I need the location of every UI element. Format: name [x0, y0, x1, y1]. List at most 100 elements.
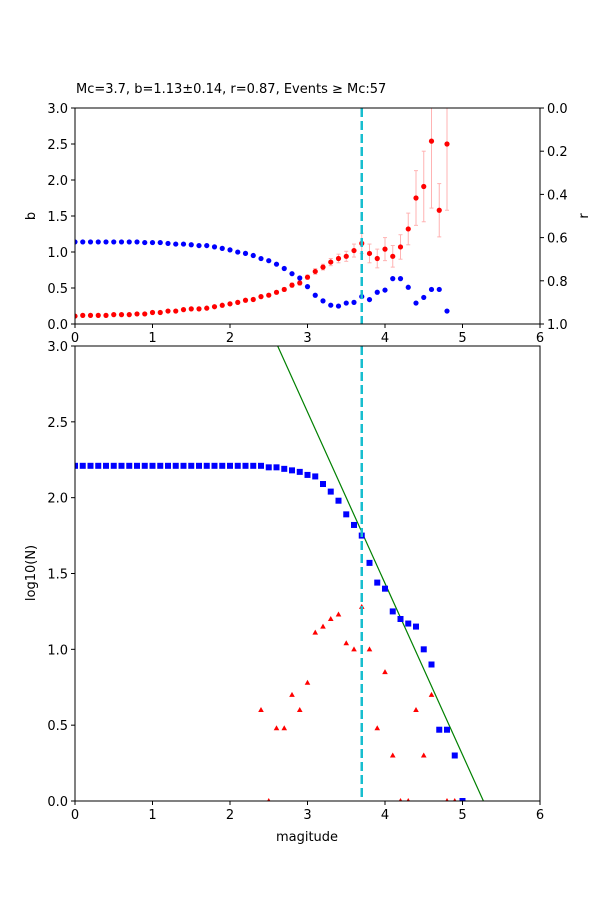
bottom-ytick-label: 0.0 [47, 795, 68, 810]
cumulative-point [95, 462, 102, 469]
cumulative-point [149, 462, 156, 469]
r-value-point [312, 292, 318, 298]
r-value-point [297, 275, 303, 281]
r-value-point [273, 261, 280, 267]
top-ytick-label: 0.5 [47, 282, 68, 297]
top-ytick-label: 2.5 [47, 138, 68, 153]
cumulative-point [281, 465, 288, 472]
top-xtick-label: 1 [148, 331, 156, 346]
fit-line [277, 346, 485, 801]
cumulative-point [165, 462, 171, 469]
r-value-point [149, 239, 156, 246]
cumulative-point [180, 462, 187, 469]
bottom-xtick-label: 1 [148, 808, 156, 823]
r-value-point [382, 287, 388, 293]
non-cumulative-point [312, 629, 319, 635]
top-ytick-right-label: 0.0 [547, 102, 568, 117]
non-cumulative-point [374, 725, 381, 731]
r-value-point [87, 239, 94, 245]
cumulative-point [444, 726, 450, 733]
cumulative-point [141, 462, 148, 469]
cumulative-point [103, 462, 109, 469]
cumulative-point [289, 467, 295, 474]
r-value-point [219, 245, 225, 251]
r-value-point [165, 240, 171, 247]
r-value-point [95, 239, 101, 245]
r-value-point [351, 299, 357, 305]
b-value-point [149, 309, 156, 316]
r-value-point [126, 239, 132, 245]
cumulative-point [227, 462, 233, 469]
top-ytick-label: 3.0 [47, 102, 68, 117]
r-value-point [235, 249, 241, 255]
r-value-point [335, 303, 342, 309]
b-value-point [227, 301, 233, 307]
r-value-point [211, 244, 218, 250]
b-value-point [351, 247, 357, 254]
top-ytick-right-label: 0.4 [547, 188, 568, 203]
cumulative-point [374, 579, 381, 586]
r-value-point [289, 271, 295, 277]
r-value-point [444, 308, 450, 314]
r-value-point [428, 286, 435, 293]
b-value-point [103, 312, 109, 318]
r-value-point [328, 302, 334, 308]
non-cumulative-point [382, 669, 388, 675]
cumulative-point [327, 488, 334, 495]
top-chart-title: Mc=3.7, b=1.13±0.14, r=0.87, Events ≥ Mc… [76, 82, 386, 97]
b-value-point [134, 311, 140, 317]
r-value-point [188, 242, 194, 248]
cumulative-point [211, 462, 218, 469]
b-value-point [421, 183, 427, 190]
non-cumulative-point [366, 646, 373, 652]
b-value-point [196, 306, 202, 312]
b-value-point [366, 250, 373, 257]
cumulative-point [172, 462, 179, 469]
top-xtick-label: 0 [71, 331, 79, 346]
non-cumulative-point [289, 691, 295, 697]
bottom-ytick-label: 2.0 [47, 492, 68, 507]
b-value-point [219, 302, 225, 308]
bottom-ytick-label: 1.5 [47, 568, 68, 583]
cumulative-point [451, 752, 458, 759]
top-ytick-label: 2.0 [47, 174, 68, 189]
cumulative-point [134, 462, 140, 469]
b-value-point [235, 299, 241, 305]
r-value-point [204, 242, 210, 249]
non-cumulative-point [281, 725, 288, 731]
top-xtick-label: 4 [381, 331, 389, 346]
r-value-point [405, 284, 411, 290]
bottom-ytick-label: 2.5 [47, 416, 68, 431]
r-value-point [436, 286, 442, 293]
b-value-point [297, 280, 303, 286]
b-value-point [397, 244, 404, 250]
r-value-point [180, 241, 187, 247]
cumulative-point [188, 462, 195, 469]
r-value-point [421, 294, 427, 301]
cumulative-point [242, 462, 249, 469]
b-value-point [374, 255, 380, 262]
cumulative-point [75, 462, 78, 469]
cumulative-point [366, 559, 373, 566]
bottom-ytick-label: 3.0 [47, 340, 68, 355]
cumulative-point [459, 798, 466, 801]
bottom-xtick-label: 6 [536, 808, 544, 823]
top-ytick-right-label: 0.2 [547, 145, 568, 160]
bottom-xlabel: magitude [276, 830, 338, 845]
b-value-point [142, 311, 148, 317]
r-value-point [343, 300, 349, 306]
non-cumulative-point [296, 707, 303, 712]
b-value-point [304, 274, 311, 280]
bottom-ytick-label: 1.0 [47, 643, 68, 658]
cumulative-point [79, 462, 86, 469]
non-cumulative-point [327, 616, 334, 621]
top-xtick-label: 3 [303, 331, 311, 346]
r-value-point [281, 265, 287, 272]
top-ytick-label: 1.5 [47, 210, 68, 225]
r-value-point [75, 239, 78, 245]
top-ytick-right-label: 0.6 [547, 232, 568, 247]
top-ytick-label: 0.0 [47, 318, 68, 333]
b-value-point [80, 312, 86, 318]
non-cumulative-point [413, 707, 419, 712]
b-value-point [312, 268, 318, 275]
